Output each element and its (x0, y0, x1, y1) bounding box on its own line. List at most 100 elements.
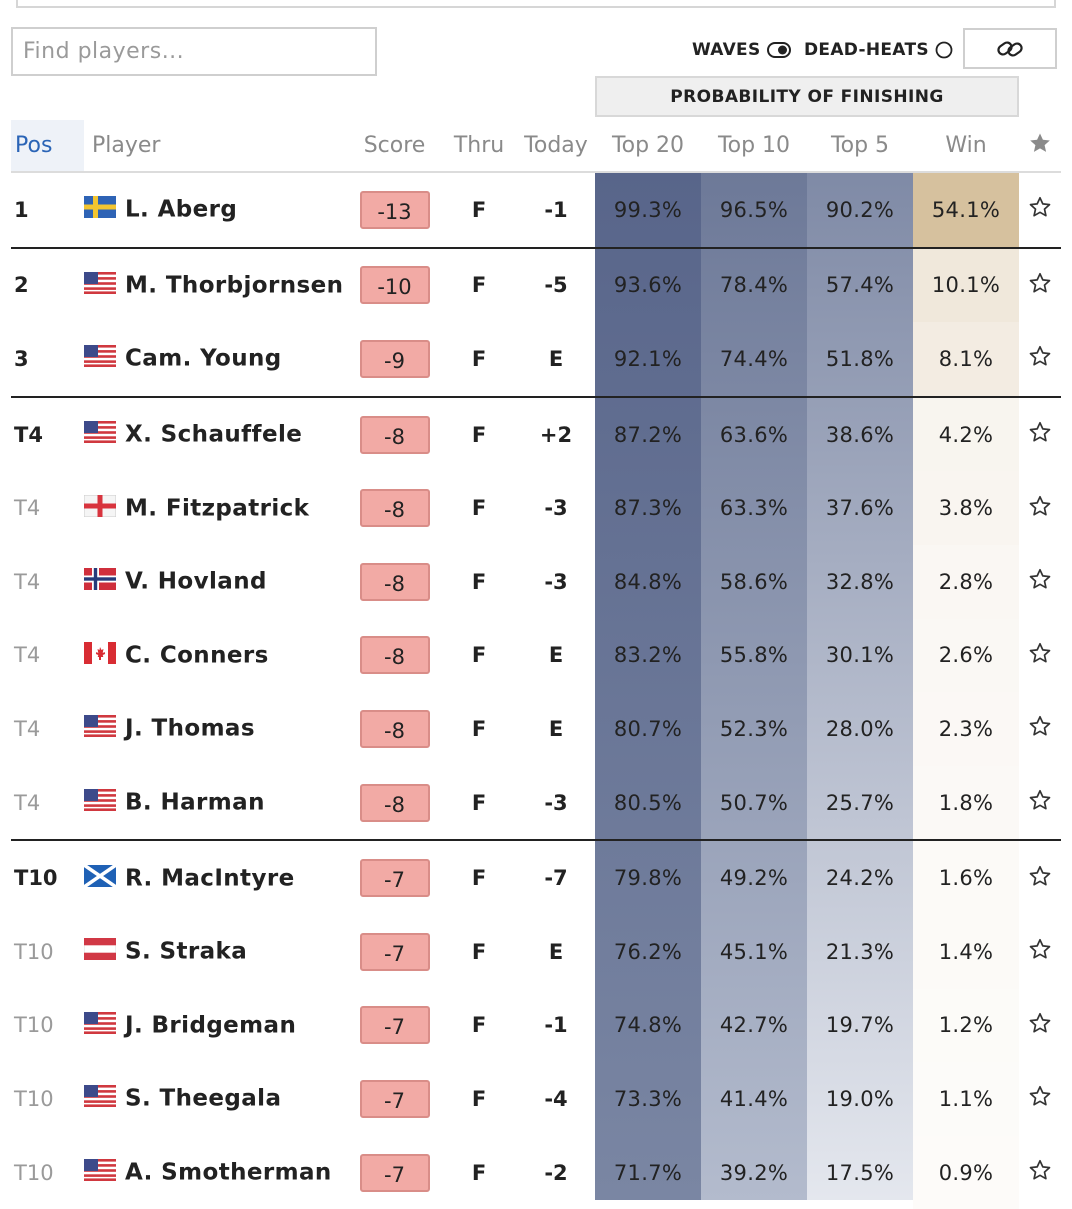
player-cell[interactable]: S. Straka (83, 915, 348, 989)
top10-prob: 49.2% (719, 866, 789, 891)
table-row[interactable]: T10 A. Smotherman -7 F -2 71.7% 39.2% 17.5% 0.9% (11, 1135, 1061, 1209)
thru-cell: F (471, 643, 487, 668)
flag-us-icon (84, 789, 116, 816)
position-cell: T4 (14, 422, 43, 447)
player-cell[interactable]: J. Bridgeman (84, 989, 348, 1063)
favorite-button[interactable] (1019, 322, 1061, 398)
table-row[interactable]: T4 V. Hovland -8 F -3 84.8% 58.6% 32.8% 2.8% (11, 544, 1061, 619)
favorite-button[interactable] (1019, 1136, 1061, 1209)
player-name[interactable]: X. Schauffele (125, 421, 303, 448)
column-header-win[interactable]: Win (913, 120, 1019, 173)
table-row[interactable]: T4 M. Fitzpatrick -8 F -3 87.3% 63.3% 37.6% 3.8% (11, 471, 1061, 545)
player-cell[interactable]: X. Schauffele (84, 397, 348, 472)
player-name[interactable]: A. Smotherman (125, 1159, 332, 1186)
flag-no-icon (84, 568, 116, 595)
favorite-button[interactable] (1019, 840, 1061, 915)
top5-prob: 17.5% (825, 1160, 895, 1185)
table-row[interactable]: 2 M. Thorbjornsen -10 F -5 93.6% 78.4% 57.4% 10.… (11, 247, 1061, 323)
table-row[interactable]: 1 L. Aberg -13 F -1 99.3% 96.5% 90.2% 54.1% (11, 172, 1061, 249)
table-row[interactable]: T4 X. Schauffele -8 F +2 87.2% 63.6% 38.6% 4.2% (11, 396, 1061, 472)
player-name[interactable]: Cam. Young (125, 345, 282, 372)
win-prob: 4.2% (913, 396, 1019, 472)
table-row[interactable]: T10 R. MacIntyre -7 F -7 79.8% 49.2% 24.2% 1.6% (11, 840, 1061, 915)
table-row[interactable]: T10 S. Straka -7 F E 76.2% 45.1% 21.3% 1.4% (11, 914, 1061, 989)
favorite-button[interactable] (1019, 619, 1061, 693)
flag-us-icon (84, 1011, 116, 1039)
star-outline-icon (1028, 495, 1052, 523)
player-name[interactable]: S. Straka (125, 938, 248, 965)
table-row[interactable]: 3 Cam. Young -9 F E 92.1% 74.4% 51.8% 8.1% (11, 322, 1061, 398)
top20-prob: 87.2% (613, 422, 683, 447)
dead-heats-label: DEAD-HEATS (804, 40, 929, 60)
favorite-button[interactable] (1019, 989, 1061, 1063)
player-name[interactable]: R. MacIntyre (125, 865, 295, 892)
favorite-button[interactable] (1019, 545, 1061, 619)
waves-toggle[interactable]: WAVES (692, 40, 791, 60)
player-cell[interactable]: M. Fitzpatrick (83, 471, 348, 545)
top5-prob: 25.7% (807, 765, 913, 842)
score-cell: -7 (348, 1136, 441, 1209)
top10-prob: 96.5% (701, 172, 807, 249)
favorite-button[interactable] (1019, 471, 1061, 545)
column-header-favorite[interactable] (1019, 120, 1061, 173)
table-row[interactable]: T4 C. Conners -8 F E 83.2% 55.8% 30.1% 2.6% (11, 618, 1061, 693)
top20-prob: 92.1% (595, 322, 701, 398)
column-header-top10[interactable]: Top 10 (701, 120, 807, 173)
top20-prob: 73.3% (613, 1086, 683, 1111)
player-name[interactable]: C. Conners (125, 642, 269, 669)
favorite-button[interactable] (1019, 765, 1061, 842)
player-name[interactable]: M. Fitzpatrick (125, 495, 310, 522)
win-prob: 8.1% (913, 322, 1019, 398)
favorite-button[interactable] (1019, 692, 1061, 766)
player-cell[interactable]: L. Aberg (84, 172, 348, 249)
player-name[interactable]: J. Bridgeman (125, 1012, 297, 1039)
player-cell[interactable]: S. Theegala (84, 1062, 348, 1136)
star-filled-icon (1030, 133, 1050, 152)
player-name[interactable]: S. Theegala (125, 1085, 282, 1112)
player-cell[interactable]: V. Hovland (84, 545, 348, 619)
player-name[interactable]: V. Hovland (125, 568, 267, 595)
column-header-thru[interactable]: Thru (441, 120, 517, 173)
search-input[interactable] (11, 27, 377, 76)
score-badge: -8 (359, 636, 430, 675)
table-row[interactable]: T10 S. Theegala -7 F -4 73.3% 41.4% 19.0% 1.1% (11, 1062, 1061, 1136)
favorite-button[interactable] (1019, 248, 1061, 323)
player-cell[interactable]: B. Harman (84, 765, 348, 842)
player-cell[interactable]: R. MacIntyre (82, 840, 348, 915)
today-cell: E (548, 939, 564, 964)
copy-link-button[interactable] (963, 28, 1057, 69)
thru-cell: F (441, 172, 517, 249)
win-prob: 2.8% (913, 544, 1019, 619)
player-cell[interactable]: Cam. Young (84, 322, 348, 398)
player-cell[interactable]: C. Conners (84, 619, 348, 693)
player-cell[interactable]: A. Smotherman (84, 1136, 348, 1209)
column-header-score[interactable]: Score (348, 120, 441, 173)
top10-prob: 74.4% (701, 322, 807, 398)
today-cell: -4 (544, 1086, 568, 1111)
favorite-button[interactable] (1019, 915, 1061, 989)
score-badge: -7 (359, 932, 430, 971)
player-cell[interactable]: J. Thomas (84, 692, 348, 766)
flag-us-icon (84, 715, 116, 742)
favorite-button[interactable] (1019, 172, 1061, 249)
column-header-today[interactable]: Today (517, 120, 595, 173)
player-name[interactable]: L. Aberg (125, 196, 238, 223)
player-name[interactable]: J. Thomas (125, 715, 255, 742)
column-header-player[interactable]: Player (84, 120, 348, 173)
table-row[interactable]: T4 J. Thomas -8 F E 80.7% 52.3% 28.0% 2.3% (11, 692, 1061, 766)
player-name[interactable]: M. Thorbjornsen (125, 272, 344, 299)
column-header-top5[interactable]: Top 5 (807, 120, 913, 173)
star-outline-icon (1028, 569, 1052, 596)
table-row[interactable]: T4 B. Harman -8 F -3 80.5% 50.7% 25.7% 1.8% (11, 765, 1061, 842)
column-header-top20[interactable]: Top 20 (595, 120, 701, 173)
table-row[interactable]: T10 J. Bridgeman -7 F -1 74.8% 42.7% 19.7% 1.2% (11, 988, 1061, 1063)
player-cell[interactable]: M. Thorbjornsen (84, 248, 348, 323)
favorite-button[interactable] (1019, 397, 1061, 472)
player-name[interactable]: B. Harman (125, 789, 265, 816)
top20-prob: 80.7% (613, 716, 683, 741)
favorite-button[interactable] (1019, 1062, 1061, 1136)
dead-heats-toggle[interactable]: DEAD-HEATS (804, 40, 953, 60)
column-header-pos[interactable]: Pos (11, 120, 84, 173)
thru-cell: F (471, 1160, 487, 1185)
top10-prob: 78.4% (719, 273, 789, 298)
